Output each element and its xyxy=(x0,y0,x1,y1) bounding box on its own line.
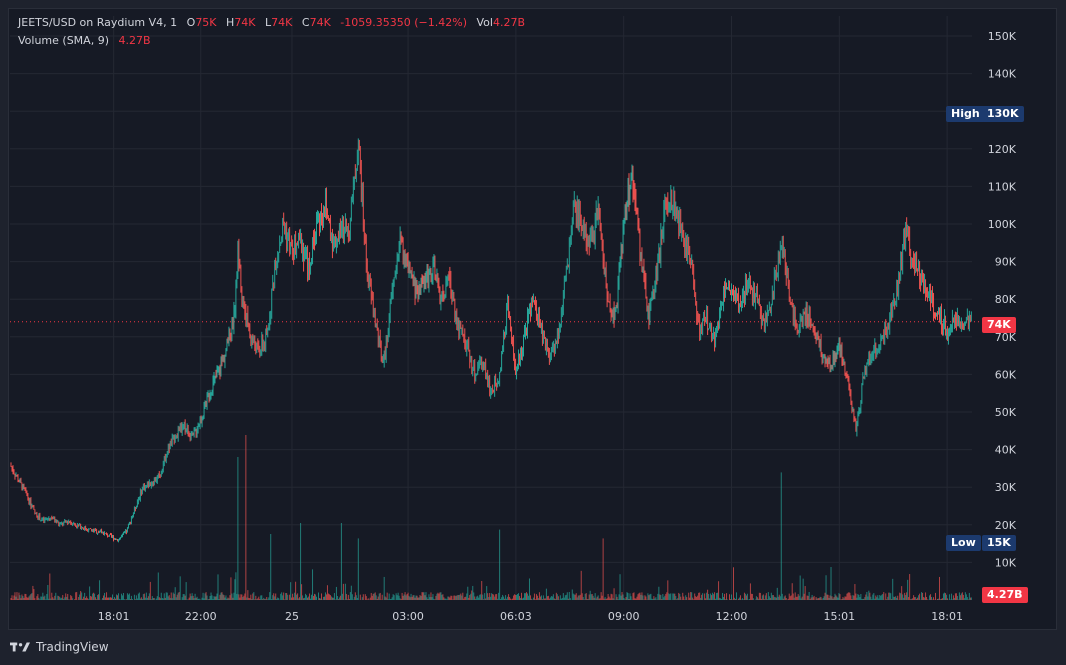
close-value: 74K xyxy=(309,16,331,29)
x-tick-label: 15:01 xyxy=(823,610,855,623)
high-price-badge: 130K xyxy=(982,106,1024,122)
open-value: 75K xyxy=(195,16,217,29)
last-volume-badge: 4.27B xyxy=(982,587,1028,603)
vol-value: 4.27B xyxy=(492,16,526,29)
x-tick-label: 09:00 xyxy=(608,610,640,623)
low-price-badge: 15K xyxy=(982,535,1016,551)
last-price-value: 74K xyxy=(987,318,1011,331)
last-price-badge: 74K xyxy=(982,317,1016,333)
y-tick-label: 120K xyxy=(988,143,1017,156)
footer: TradingView xyxy=(10,640,109,654)
volume-study-value: 4.27B xyxy=(118,34,151,47)
price-chart[interactable]: 150K 140K 130K 120K 110K 100K 90K 80K 70K 60K 50K 4… xyxy=(0,0,1066,640)
high-label: H xyxy=(226,16,235,29)
high-value: 74K xyxy=(234,16,256,29)
volume-study-name[interactable]: Volume (SMA, 9) xyxy=(18,34,109,47)
x-tick-label: 03:00 xyxy=(392,610,424,623)
volume-legend: Volume (SMA, 9) 4.27B xyxy=(18,34,151,47)
y-tick-label: 150K xyxy=(988,30,1017,43)
low-badge-label: Low xyxy=(951,536,976,549)
low-badge-value: 15K xyxy=(987,536,1011,549)
high-badge: High xyxy=(946,106,985,122)
y-tick-label: 90K xyxy=(995,256,1017,269)
x-tick-label: 18:01 xyxy=(931,610,963,623)
x-tick-label: 12:00 xyxy=(716,610,748,623)
change-value: -1059.35350 (−1.42%) xyxy=(340,16,467,29)
low-value: 74K xyxy=(271,16,293,29)
tradingview-logo-icon[interactable] xyxy=(10,641,30,653)
price-legend: JEETS/USD on Raydium V4, 1 O75K H74K L74… xyxy=(18,16,525,29)
y-tick-label: 20K xyxy=(995,519,1017,532)
x-tick-label: 06:03 xyxy=(500,610,532,623)
y-tick-label: 40K xyxy=(995,444,1017,457)
y-tick-label: 110K xyxy=(988,180,1017,193)
y-tick-label: 70K xyxy=(995,331,1017,344)
y-tick-label: 10K xyxy=(995,556,1017,569)
tradingview-brand[interactable]: TradingView xyxy=(36,640,109,654)
last-volume-value: 4.27B xyxy=(987,588,1023,601)
x-tick-label: 18:01 xyxy=(98,610,130,623)
symbol-name[interactable]: JEETS/USD on Raydium V4, 1 xyxy=(18,16,178,29)
close-label: C xyxy=(301,16,310,29)
low-label: L xyxy=(265,16,272,29)
y-tick-label: 80K xyxy=(995,293,1017,306)
open-label: O xyxy=(186,16,196,29)
x-tick-label: 22:00 xyxy=(185,610,217,623)
vol-label: Vol xyxy=(476,16,493,29)
y-tick-label: 100K xyxy=(988,218,1017,231)
y-tick-label: 140K xyxy=(988,68,1017,81)
high-badge-label: High xyxy=(951,107,980,120)
low-badge: Low xyxy=(946,535,981,551)
y-tick-label: 50K xyxy=(995,406,1017,419)
x-tick-label: 25 xyxy=(285,610,299,623)
high-badge-value: 130K xyxy=(987,107,1019,120)
y-tick-label: 30K xyxy=(995,481,1017,494)
y-tick-label: 60K xyxy=(995,368,1017,381)
